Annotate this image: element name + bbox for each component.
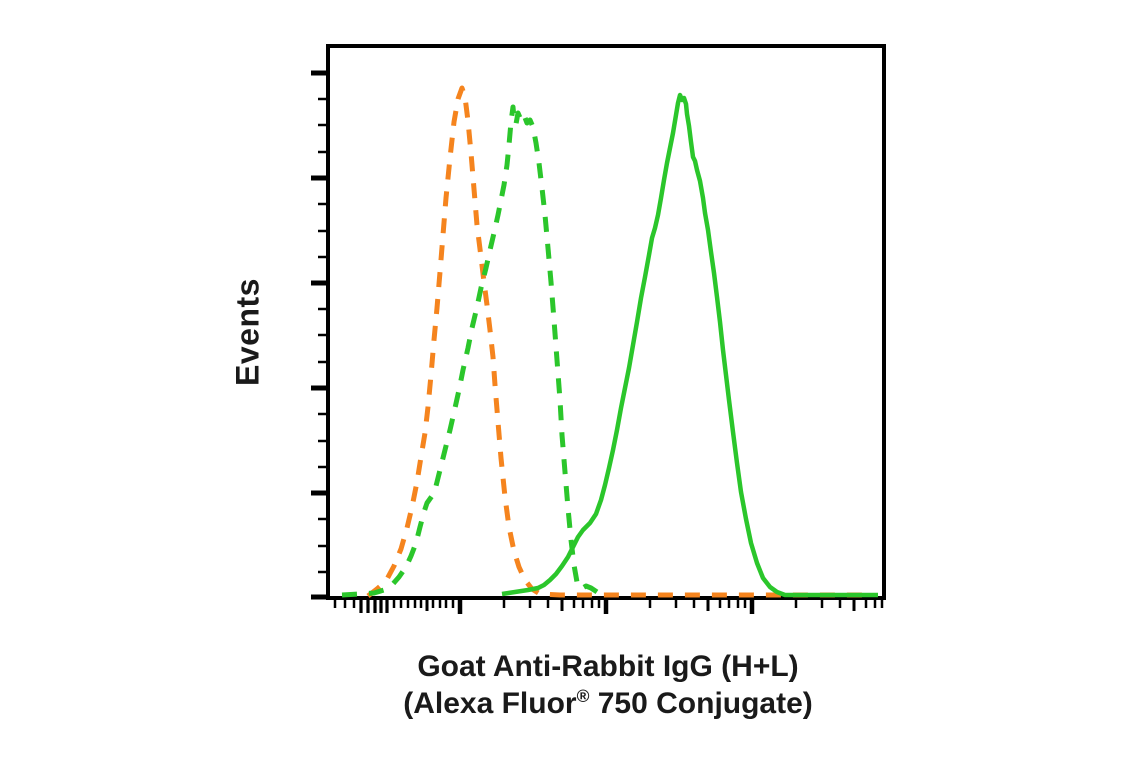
stained-histogram-green-solid-trace: [501, 92, 878, 598]
x-axis-label-line2-suffix: 750 Conjugate): [589, 687, 813, 720]
x-axis-label-line1: Goat Anti-Rabbit IgG (H+L): [417, 650, 799, 683]
plot-border: [326, 44, 886, 600]
registered-trademark-symbol: ®: [576, 686, 590, 706]
control-histogram-green-dashed-trace: [341, 104, 599, 598]
control-histogram-orange-dashed-trace: [366, 85, 865, 598]
x-axis-label: Goat Anti-Rabbit IgG (H+L) (Alexa Fluor®…: [288, 648, 928, 722]
x-axis-label-line2-prefix: (Alexa Fluor: [403, 687, 577, 720]
x-axis-label-line2: (Alexa Fluor® 750 Conjugate): [288, 685, 928, 722]
y-axis-label: Events: [229, 278, 266, 386]
